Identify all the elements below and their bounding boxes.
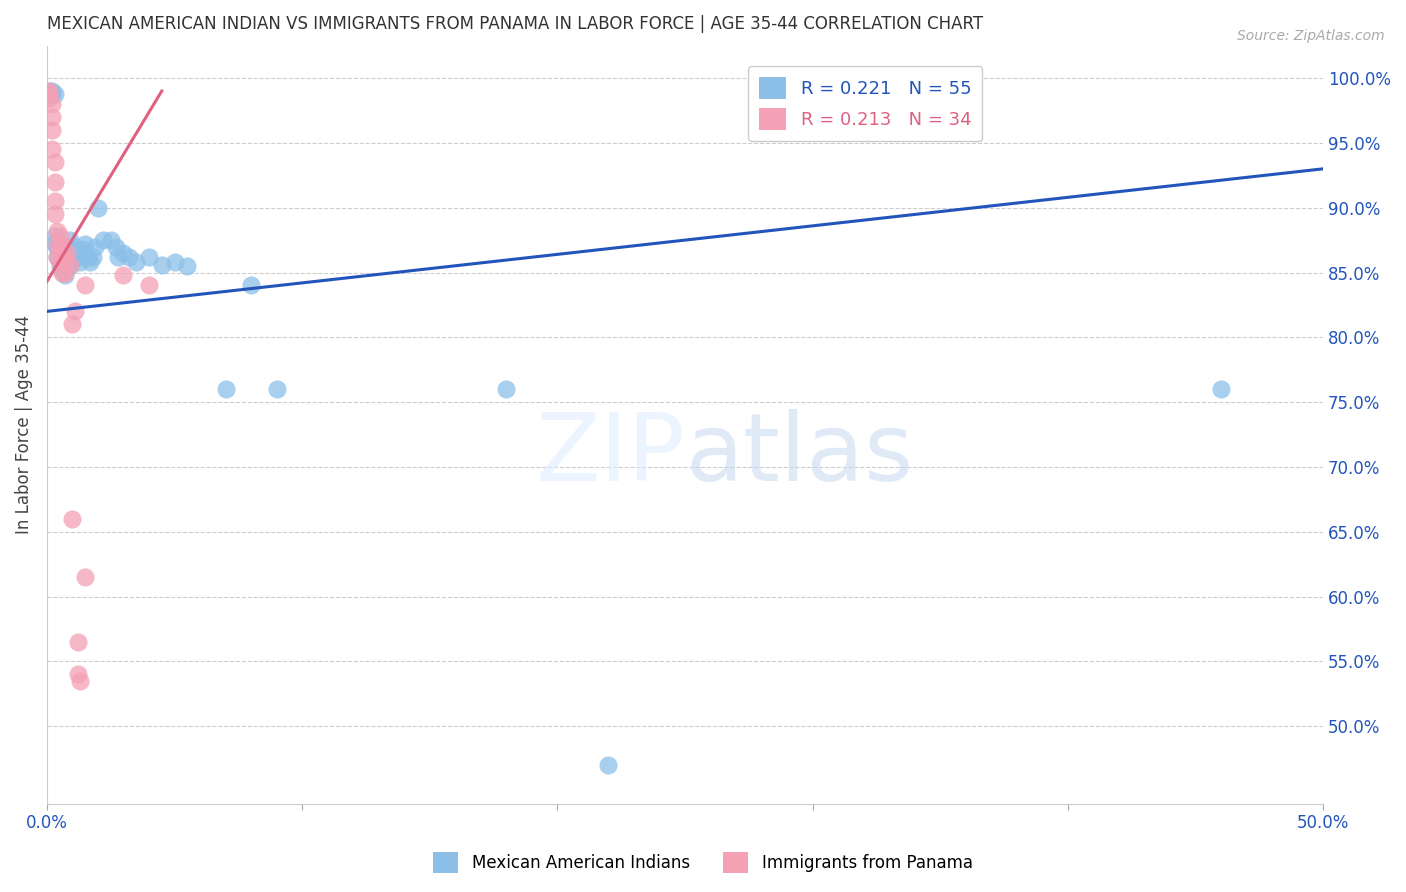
Point	[107, 250, 129, 264]
Legend: R = 0.221   N = 55, R = 0.213   N = 34: R = 0.221 N = 55, R = 0.213 N = 34	[748, 66, 983, 141]
Legend: Mexican American Indians, Immigrants from Panama: Mexican American Indians, Immigrants fro…	[427, 846, 979, 880]
Point	[51, 237, 73, 252]
Point	[41, 110, 63, 124]
Point	[51, 255, 73, 269]
Point	[112, 268, 135, 282]
Point	[48, 242, 70, 256]
Point	[214, 382, 236, 396]
Point	[91, 233, 114, 247]
Point	[38, 84, 60, 98]
Point	[46, 233, 69, 247]
Point	[117, 250, 139, 264]
Point	[44, 87, 66, 101]
Point	[138, 278, 160, 293]
Point	[46, 250, 69, 264]
Point	[72, 242, 94, 256]
Point	[66, 635, 89, 649]
Point	[138, 250, 160, 264]
Text: ZIP: ZIP	[536, 409, 685, 501]
Point	[76, 250, 98, 264]
Point	[112, 246, 135, 260]
Point	[59, 242, 82, 256]
Point	[75, 237, 97, 252]
Point	[56, 246, 79, 260]
Point	[69, 673, 91, 688]
Point	[44, 207, 66, 221]
Point	[44, 194, 66, 209]
Point	[46, 237, 69, 252]
Point	[48, 255, 70, 269]
Point	[59, 233, 82, 247]
Point	[266, 382, 288, 396]
Point	[48, 242, 70, 256]
Point	[104, 239, 127, 253]
Point	[53, 268, 76, 282]
Point	[240, 278, 263, 293]
Point	[41, 97, 63, 112]
Point	[87, 201, 110, 215]
Point	[56, 239, 79, 253]
Point	[100, 233, 122, 247]
Point	[163, 255, 186, 269]
Point	[75, 570, 97, 584]
Point	[62, 246, 84, 260]
Point	[38, 87, 60, 101]
Point	[66, 667, 89, 681]
Point	[44, 155, 66, 169]
Point	[79, 255, 101, 269]
Point	[51, 266, 73, 280]
Point	[59, 258, 82, 272]
Point	[84, 239, 107, 253]
Point	[46, 250, 69, 264]
Text: Source: ZipAtlas.com: Source: ZipAtlas.com	[1237, 29, 1385, 43]
Point	[56, 250, 79, 264]
Point	[44, 175, 66, 189]
Point	[53, 266, 76, 280]
Point	[63, 239, 86, 253]
Point	[125, 255, 148, 269]
Point	[62, 252, 84, 267]
Point	[598, 758, 620, 772]
Point	[176, 259, 198, 273]
Point	[41, 87, 63, 101]
Point	[38, 90, 60, 104]
Point	[53, 259, 76, 273]
Point	[51, 263, 73, 277]
Point	[51, 250, 73, 264]
Point	[82, 250, 104, 264]
Point	[44, 229, 66, 244]
Text: MEXICAN AMERICAN INDIAN VS IMMIGRANTS FROM PANAMA IN LABOR FORCE | AGE 35-44 COR: MEXICAN AMERICAN INDIAN VS IMMIGRANTS FR…	[46, 15, 983, 33]
Point	[75, 278, 97, 293]
Point	[59, 259, 82, 273]
Point	[46, 239, 69, 253]
Point	[495, 382, 517, 396]
Point	[53, 252, 76, 267]
Point	[56, 259, 79, 273]
Point	[41, 142, 63, 156]
Point	[48, 259, 70, 273]
Point	[41, 84, 63, 98]
Point	[75, 246, 97, 260]
Point	[66, 250, 89, 264]
Point	[46, 224, 69, 238]
Y-axis label: In Labor Force | Age 35-44: In Labor Force | Age 35-44	[15, 315, 32, 534]
Point	[69, 255, 91, 269]
Point	[62, 512, 84, 526]
Point	[62, 318, 84, 332]
Point	[48, 255, 70, 269]
Point	[38, 84, 60, 98]
Point	[44, 237, 66, 252]
Point	[150, 258, 173, 272]
Point	[1209, 382, 1232, 396]
Point	[48, 229, 70, 244]
Point	[51, 246, 73, 260]
Point	[41, 123, 63, 137]
Point	[53, 250, 76, 264]
Text: atlas: atlas	[685, 409, 914, 501]
Point	[63, 304, 86, 318]
